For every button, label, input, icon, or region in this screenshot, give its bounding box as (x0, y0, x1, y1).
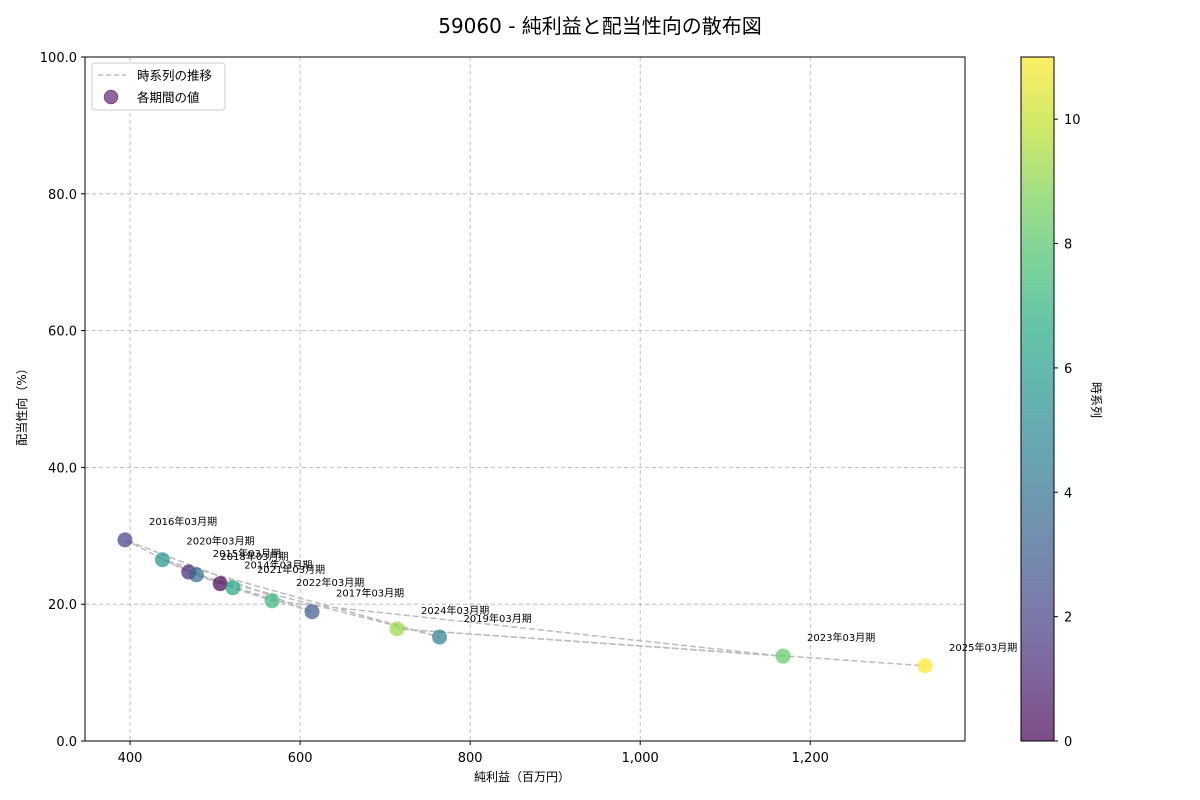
colorbar-label: 時系列 (1089, 382, 1103, 418)
legend: 時系列の推移 各期間の値 (91, 62, 226, 111)
data-point (389, 621, 405, 637)
point-label: 2025年03月期 (949, 641, 1017, 654)
point-label: 2023年03月期 (807, 631, 875, 644)
plot-frame (84, 56, 966, 742)
legend-label-trend: 時系列の推移 (137, 68, 212, 83)
point-label: 2016年03月期 (149, 515, 217, 528)
point-label: 2017年03月期 (336, 587, 404, 600)
x-axis-label: 純利益（百万円） (474, 770, 570, 784)
y-tick-label: 40.0 (48, 461, 77, 476)
data-point (432, 629, 448, 645)
point-label: 2022年03月期 (296, 576, 364, 589)
legend-label-values: 各期間の値 (137, 90, 200, 105)
chart-title: 59060 - 純利益と配当性向の散布図 (438, 14, 762, 38)
point-label: 2018年03月期 (220, 550, 288, 563)
grid-lines (85, 57, 965, 741)
colorbar-tick-label: 10 (1064, 113, 1081, 128)
y-tick-label: 80.0 (48, 188, 77, 203)
colorbar-gradient (1021, 57, 1054, 741)
data-point (304, 604, 320, 620)
point-label: 2024年03月期 (421, 604, 489, 617)
colorbar: 0 2 4 6 8 10 時系列 (1020, 56, 1103, 750)
point-label: 2020年03月期 (186, 535, 254, 548)
x-tick-label: 1,000 (622, 751, 659, 766)
x-axis-ticks: 400 600 800 1,000 1,200 (118, 741, 829, 766)
colorbar-ticks: 0 2 4 6 8 10 (1054, 113, 1081, 750)
data-point (212, 576, 228, 592)
y-tick-label: 0.0 (56, 735, 77, 750)
colorbar-frame (1020, 56, 1055, 742)
colorbar-tick-label: 2 (1064, 611, 1072, 626)
colorbar-tick-label: 4 (1064, 486, 1072, 501)
x-tick-label: 600 (288, 751, 313, 766)
colorbar-tick-label: 8 (1064, 238, 1072, 253)
colorbar-tick-label: 0 (1064, 735, 1072, 750)
legend-marker-icon (103, 89, 119, 105)
y-axis-ticks: 0.0 20.0 40.0 60.0 80.0 100.0 (40, 51, 85, 750)
point-label: 2015年03月期 (213, 547, 281, 560)
x-tick-label: 800 (458, 751, 483, 766)
data-point (117, 532, 133, 548)
data-point (188, 567, 204, 583)
y-tick-label: 60.0 (48, 325, 77, 340)
data-point (225, 580, 241, 596)
data-point (775, 648, 791, 664)
point-label: 2021年03月期 (257, 563, 325, 576)
data-point (264, 593, 280, 609)
x-tick-label: 400 (118, 751, 143, 766)
data-point (917, 658, 933, 674)
data-points (117, 532, 933, 674)
colorbar-tick-label: 6 (1064, 362, 1072, 377)
trend-dashed-path (124, 539, 926, 667)
y-tick-label: 100.0 (40, 51, 77, 66)
data-point (154, 552, 170, 568)
x-tick-label: 1,200 (792, 751, 829, 766)
point-label: 2014年03月期 (244, 559, 312, 572)
y-axis-label: 配当性向（%） (14, 362, 29, 445)
y-tick-label: 20.0 (48, 598, 77, 613)
point-label: 2019年03月期 (464, 612, 532, 625)
trend-line (124, 539, 926, 667)
